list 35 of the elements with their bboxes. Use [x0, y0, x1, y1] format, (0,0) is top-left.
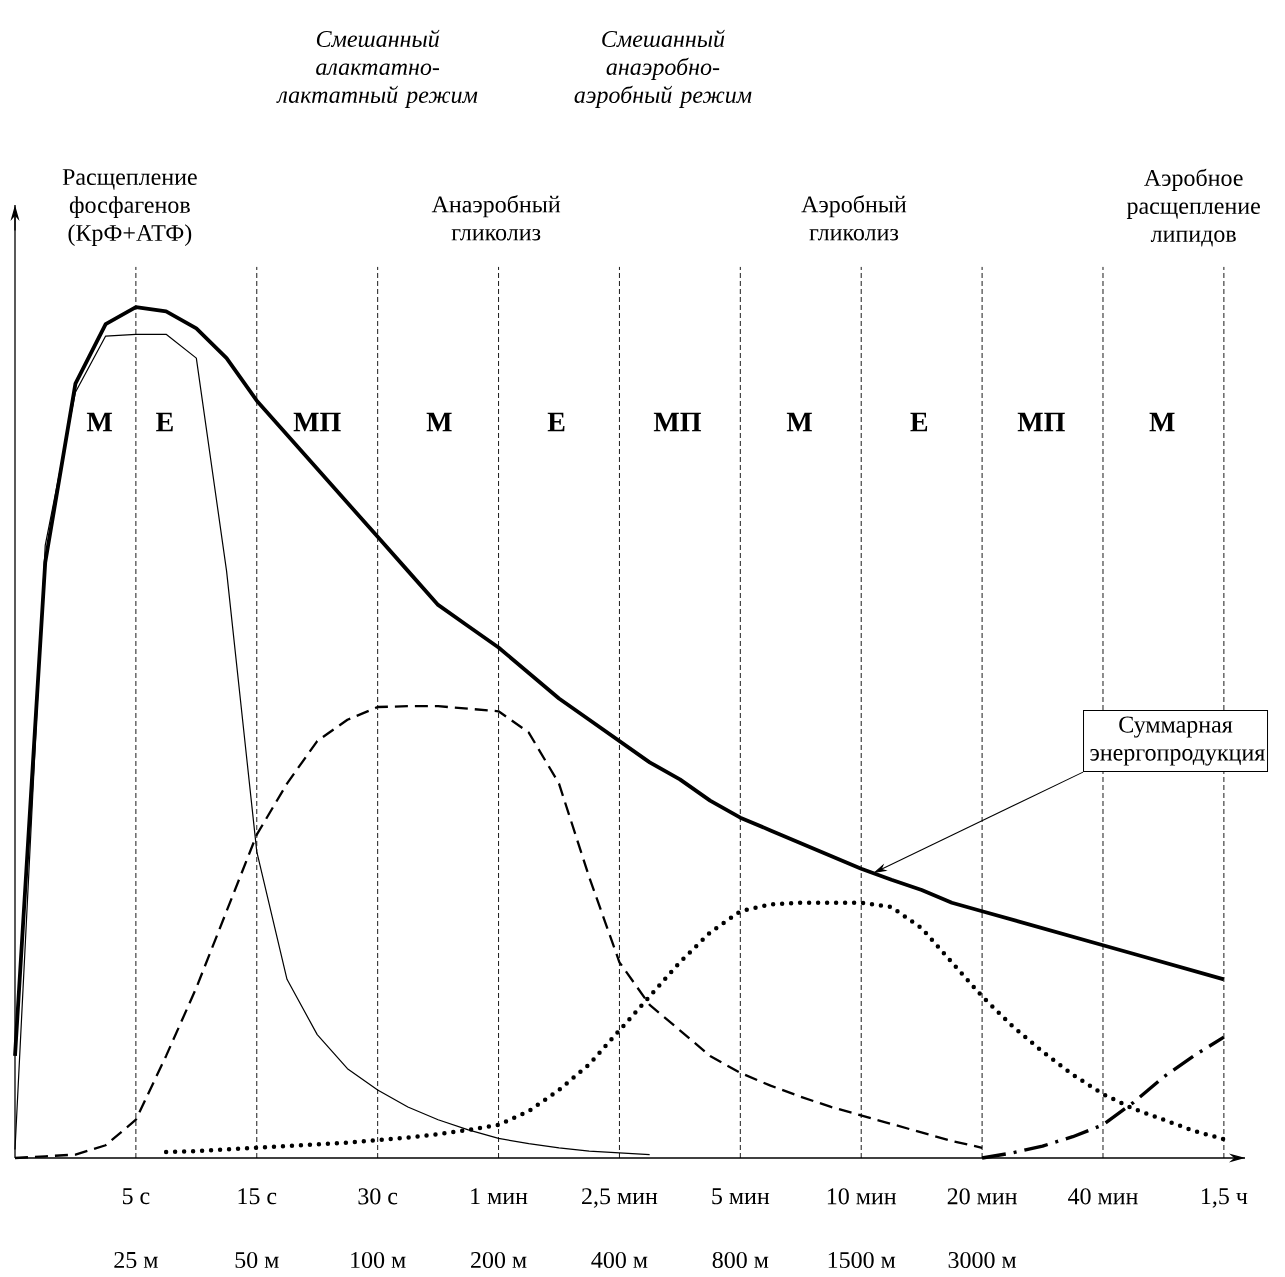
text: Смешанный анаэробно-аэробный режим [574, 29, 752, 108]
annotation: МП [653, 412, 702, 432]
text: Анаэробный гликолиз [431, 195, 561, 241]
text: 100 м [351, 1251, 406, 1269]
annotation: МП [293, 412, 341, 432]
annotation: Е [156, 412, 173, 432]
text: 25 м [114, 1251, 158, 1269]
text: Расщепление фосфагенов (КрФ+АТФ) [62, 169, 197, 246]
annotation: МП [1017, 412, 1065, 432]
text: 400 м [591, 1251, 648, 1269]
annotation: М [86, 412, 113, 432]
x-tick-label: 1,5 ч [1201, 1188, 1248, 1208]
text: Аэробный гликолиз [801, 195, 907, 241]
text: Аэробное расщепление липидов [1126, 168, 1260, 247]
x-tick-label: 5 с [122, 1188, 150, 1205]
text: 50 м [235, 1251, 279, 1269]
x-tick-label: 30 с [358, 1188, 398, 1205]
annotation: М [426, 412, 452, 432]
annotation: Е [910, 412, 928, 432]
text: 3000 м [948, 1251, 1017, 1269]
x-tick-label: 5 мин [712, 1188, 770, 1205]
text: 200 м [471, 1251, 527, 1269]
annotation: М [786, 412, 812, 432]
x-tick-label: 10 мин [827, 1188, 897, 1205]
x-tick-label: 1 мин [471, 1188, 528, 1205]
x-tick-label: 40 мин [1068, 1188, 1138, 1205]
text: 800 м [712, 1251, 769, 1269]
x-tick-label: 20 мин [947, 1188, 1017, 1205]
annotation: Е [547, 412, 565, 432]
text: Смешанный алактатно-лактатный режим [276, 29, 478, 108]
text: 1500 м [828, 1251, 896, 1269]
annotation: Суммарная энергопродукция [1090, 716, 1265, 766]
annotation: М [1149, 412, 1175, 432]
x-tick-label: 15 с [238, 1188, 277, 1205]
x-tick-label: 2,5 мин [582, 1188, 658, 1208]
